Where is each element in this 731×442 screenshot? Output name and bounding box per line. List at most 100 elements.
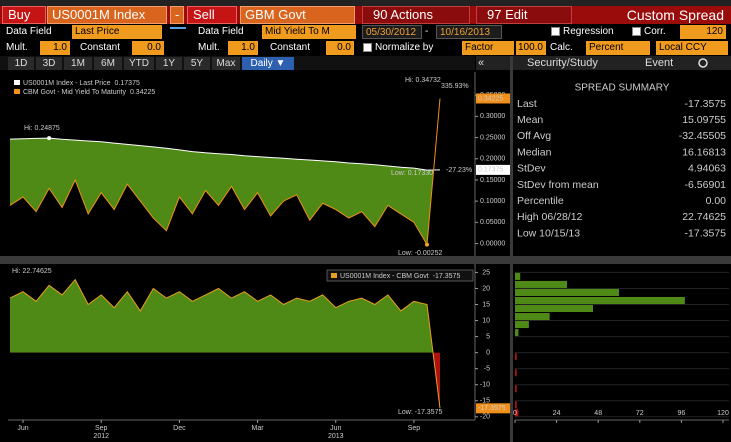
field-label: Data Field (6, 26, 52, 37)
divider (0, 256, 731, 264)
mult-input[interactable]: 1.0 (40, 41, 70, 55)
currency-dropdown[interactable]: Local CCY (656, 41, 728, 55)
hist-bar (515, 409, 519, 417)
x-tick-label: Dec (173, 425, 186, 432)
summary-label: Median (517, 146, 552, 158)
x-tick-label: 120 (717, 410, 729, 417)
date-separator: - (425, 26, 429, 37)
summary-label: StDev from mean (517, 179, 599, 191)
series-area (10, 98, 440, 252)
range-tab[interactable]: Daily ▼ (242, 57, 294, 70)
checkbox[interactable] (551, 27, 560, 36)
summary-label: Percentile (517, 195, 564, 207)
range-tab[interactable]: 5Y (184, 57, 210, 70)
summary-label: Low 10/15/13 (517, 227, 580, 239)
legend-box (326, 269, 474, 282)
spread-area (10, 279, 440, 353)
hist-bar (515, 385, 517, 393)
range-tab[interactable]: Max (212, 57, 240, 70)
range-tab[interactable]: YTD (124, 57, 154, 70)
annotation: Hi: 22.74625 (12, 268, 52, 275)
hist-bar (515, 313, 550, 321)
calc-dropdown[interactable]: Percent (586, 41, 650, 55)
date-input[interactable]: 10/16/2013 (436, 25, 502, 39)
range-tab[interactable]: 1D (8, 57, 34, 70)
field-dropdown[interactable]: Last Price (72, 25, 162, 39)
x-tick-label: Sep (95, 425, 108, 432)
legend-entry: US0001M Index - CBM Govt -17.3575 (340, 273, 460, 280)
y-tick-label: 0.10000 (480, 198, 505, 205)
x-tick-label: 96 (678, 410, 686, 417)
y-tick-label: 25 (482, 269, 490, 276)
checkbox[interactable] (363, 43, 372, 52)
field-dropdown[interactable]: Mid Yield To M (262, 25, 356, 39)
summary-value: -17.3575 (685, 227, 727, 239)
legend-value: 0.17375 (115, 80, 140, 87)
factor-input[interactable]: 100.0 (516, 41, 546, 55)
side-tab[interactable]: Event (645, 57, 674, 69)
y-tick-label: -5 (484, 366, 490, 373)
side-tab[interactable]: Security/Study (527, 57, 598, 69)
y-tick-label: 0.00000 (480, 240, 505, 247)
buy-button[interactable]: Buy (2, 6, 46, 24)
y-tick-label: 0.05000 (480, 219, 505, 226)
annotation: -27.23% (446, 167, 472, 174)
x-tick-label: Mar (252, 425, 265, 432)
x-tick-label: 0 (513, 410, 517, 417)
series-line (9, 137, 441, 171)
side-tab[interactable]: « (478, 57, 485, 69)
sell-button[interactable]: Sell (187, 6, 237, 24)
legend-name: CBM Govt - Mid Yield To Maturity (23, 89, 126, 96)
checkbox[interactable] (632, 27, 641, 36)
last-value-box (476, 403, 510, 414)
low-marker (424, 242, 429, 247)
mult-label: Mult. (6, 42, 28, 53)
custom-spread-label: Custom Spread (626, 7, 724, 23)
y-tick-label: 0 (486, 349, 490, 356)
constant-input[interactable]: 0.0 (326, 41, 354, 55)
hist-bar (515, 272, 521, 280)
security-input[interactable]: US0001M Index (47, 6, 167, 24)
mult-input[interactable]: 1.0 (228, 41, 258, 55)
last-value-box (476, 164, 510, 175)
range-tab[interactable]: 3D (36, 57, 62, 70)
summary-value: 4.94063 (688, 163, 726, 175)
x-tick-label: Sep (408, 425, 421, 432)
date-input[interactable]: 05/30/2012 (362, 25, 422, 39)
actions-menu[interactable]: 90 Actions (362, 6, 470, 24)
legend-swatch (14, 80, 20, 85)
y-tick-label: 5 (486, 333, 490, 340)
hist-bar (515, 280, 567, 288)
factor-dropdown[interactable]: Factor (462, 41, 514, 55)
range-tab[interactable]: 1Y (156, 57, 182, 70)
year-label: 2012 (93, 433, 109, 440)
hist-bar (515, 401, 517, 409)
edit-menu[interactable]: 97 Edit (476, 6, 572, 24)
spread-line (9, 278, 441, 409)
summary-label: High 06/28/12 (517, 211, 583, 223)
legend-swatch (14, 89, 20, 94)
hist-bar (515, 305, 593, 313)
corr-input[interactable]: 120 (680, 25, 726, 39)
legend-value: 0.34225 (130, 89, 155, 96)
last-value-label: 0.34225 (478, 95, 503, 102)
summary-title: SPREAD SUMMARY (575, 83, 670, 94)
constant-input[interactable]: 0.0 (132, 41, 164, 55)
legend-name: US0001M Index - Last Price (23, 80, 111, 87)
security-input[interactable]: GBM Govt (240, 6, 355, 24)
hist-bar (515, 288, 619, 296)
dash-button[interactable]: - (170, 6, 184, 24)
hist-bar (515, 321, 529, 329)
hist-bar (515, 369, 517, 377)
range-tab[interactable]: 6M (94, 57, 122, 70)
summary-value: -6.56901 (685, 179, 727, 191)
range-tab[interactable]: 1M (64, 57, 92, 70)
hist-bar (515, 329, 519, 337)
swap-icon[interactable] (170, 27, 186, 37)
y-tick-label: 0.15000 (480, 177, 505, 184)
settings-icon (698, 58, 708, 68)
summary-value: 22.74625 (682, 211, 726, 223)
last-value-box (476, 93, 510, 104)
